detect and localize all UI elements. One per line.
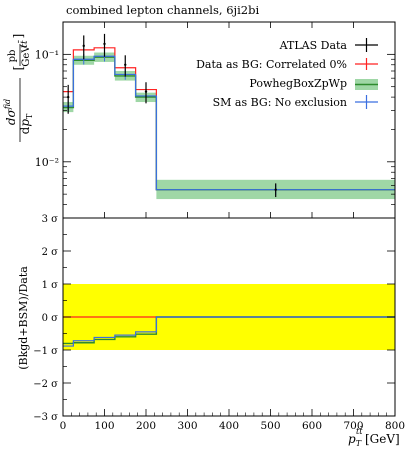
ratio-y-tick-label: −1 σ bbox=[33, 346, 58, 357]
svg-text:GeV: GeV bbox=[21, 45, 32, 67]
svg-text:pb: pb bbox=[7, 50, 18, 63]
svg-text:tt̄: tt̄ bbox=[356, 426, 363, 436]
data-point bbox=[66, 95, 70, 99]
x-tick-label: 600 bbox=[302, 420, 322, 432]
legend-label-powheg: PowhegBoxZpWp bbox=[249, 77, 347, 90]
ratio-y-tick-label: −3 σ bbox=[33, 412, 58, 423]
svg-text:tt̄: tt̄ bbox=[18, 40, 30, 48]
main-panel: 10⁻¹ 10⁻² bbox=[35, 21, 396, 219]
y-tick-label: 10⁻² bbox=[35, 156, 59, 169]
main-y-axis-label: dσfid dpT tt̄ [ pb GeV ] bbox=[3, 34, 34, 142]
legend-label-correlated: Data as BG: Correlated 0% bbox=[196, 58, 347, 71]
x-tick-label: 0 bbox=[60, 420, 67, 432]
data-point bbox=[103, 42, 106, 46]
ratio-sm-line bbox=[63, 316, 395, 347]
data-point bbox=[274, 188, 277, 191]
x-tick-label: 300 bbox=[177, 420, 197, 432]
svg-text:[GeV]: [GeV] bbox=[365, 432, 400, 446]
data-point bbox=[82, 44, 85, 48]
data-point bbox=[124, 63, 127, 66]
chart-title: combined lepton channels, 6ji2bi bbox=[66, 3, 259, 17]
x-tick-label: 500 bbox=[260, 420, 280, 432]
ratio-y-tick-label: 3 σ bbox=[42, 214, 59, 225]
svg-text:]: ] bbox=[11, 34, 25, 39]
sm-line bbox=[63, 55, 395, 191]
data-point bbox=[144, 90, 148, 93]
x-tick-label: 700 bbox=[343, 420, 363, 432]
ratio-y-tick-label: 2 σ bbox=[42, 247, 59, 258]
legend: ATLAS Data Data as BG: Correlated 0% Pow… bbox=[196, 38, 378, 109]
ratio-y-axis-label: (Bkgd+BSM)/Data bbox=[17, 266, 30, 370]
x-tick-label: 800 bbox=[385, 420, 405, 432]
legend-label-data: ATLAS Data bbox=[279, 39, 348, 52]
legend-label-sm: SM as BG: No exclusion bbox=[213, 96, 347, 109]
ratio-panel: −3 σ −2 σ −1 σ 0 σ 1 σ 2 σ 3 σ 0 100 200 300 400 500… bbox=[33, 214, 405, 432]
svg-text:[: [ bbox=[11, 66, 25, 71]
ratio-y-tick-label: −2 σ bbox=[33, 379, 58, 390]
y-tick-label: 10⁻¹ bbox=[35, 48, 59, 61]
ratio-y-tick-label: 1 σ bbox=[42, 280, 59, 291]
x-tick-label: 100 bbox=[94, 420, 114, 432]
x-tick-label: 200 bbox=[136, 420, 156, 432]
svg-text:dσfid: dσfid bbox=[3, 99, 18, 125]
x-tick-label: 400 bbox=[219, 420, 239, 432]
ratio-y-tick-label: 0 σ bbox=[42, 313, 59, 324]
